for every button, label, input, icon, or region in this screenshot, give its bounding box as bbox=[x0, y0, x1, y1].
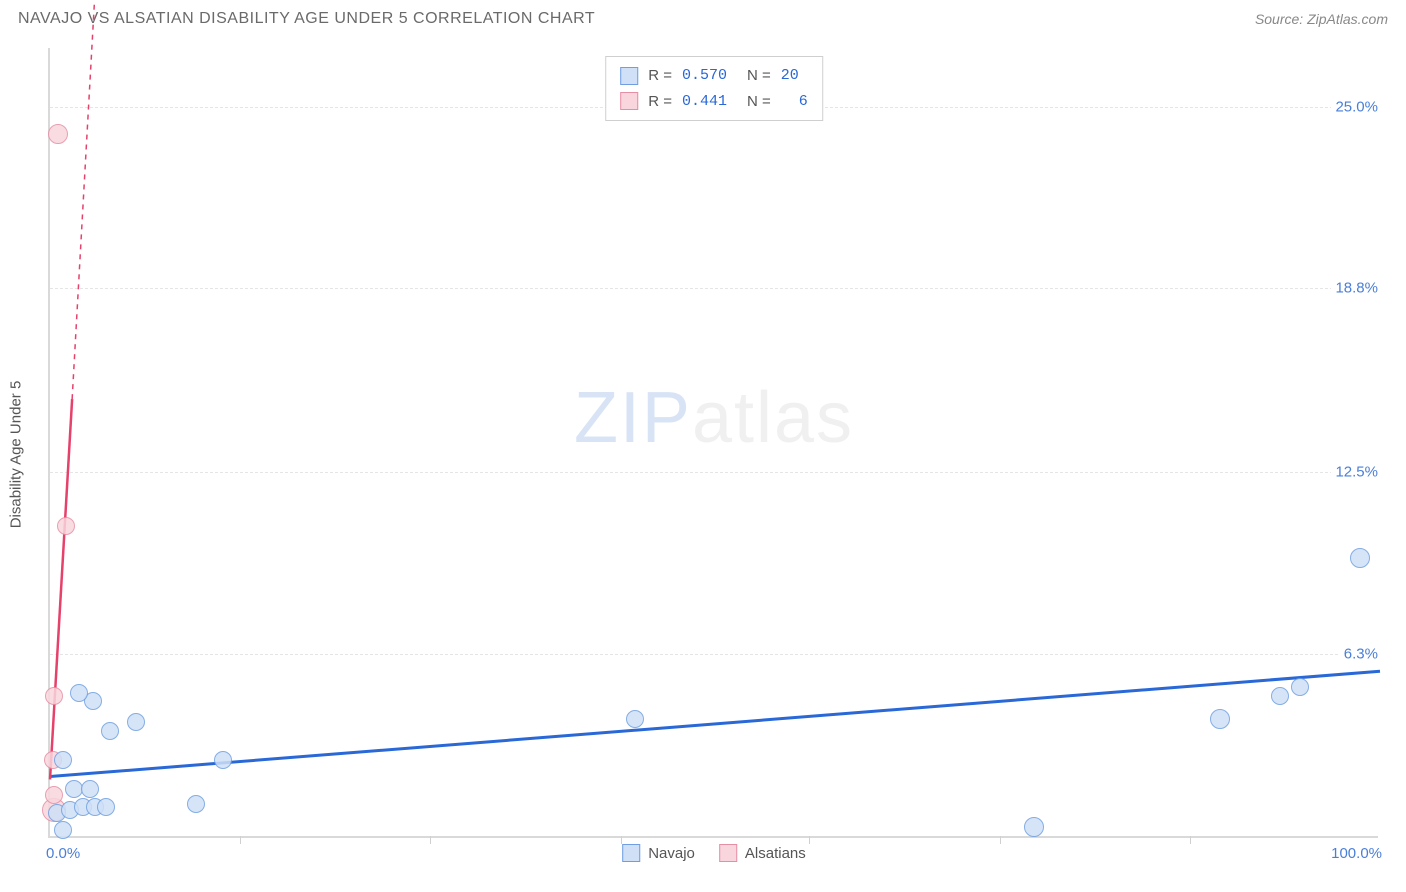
series-legend: Navajo Alsatians bbox=[622, 844, 806, 862]
watermark-zip: ZIP bbox=[574, 378, 692, 458]
trend-line-alsatian bbox=[50, 399, 72, 779]
scatter-point-navajo bbox=[626, 710, 644, 728]
scatter-point-navajo bbox=[1271, 687, 1289, 705]
legend-label: Alsatians bbox=[745, 845, 806, 862]
n-value: 20 bbox=[781, 63, 799, 89]
scatter-point-navajo bbox=[101, 722, 119, 740]
r-value: 0.441 bbox=[682, 89, 727, 115]
scatter-point-navajo bbox=[1210, 709, 1230, 729]
legend-label: Navajo bbox=[648, 845, 695, 862]
legend-swatch bbox=[622, 844, 640, 862]
legend-swatch bbox=[620, 67, 638, 85]
source-prefix: Source: bbox=[1255, 11, 1307, 27]
x-minor-tick bbox=[621, 836, 622, 844]
scatter-point-alsatian bbox=[45, 687, 63, 705]
scatter-point-navajo bbox=[54, 751, 72, 769]
correlation-legend-row: R = 0.570 N = 20 bbox=[620, 63, 808, 89]
scatter-point-navajo bbox=[1350, 548, 1370, 568]
correlation-legend: R = 0.570 N = 20 R = 0.441 N = 6 bbox=[605, 56, 823, 121]
trend-line-navajo bbox=[50, 671, 1380, 776]
r-value: 0.570 bbox=[682, 63, 727, 89]
x-minor-tick bbox=[430, 836, 431, 844]
series-legend-item: Alsatians bbox=[719, 844, 806, 862]
r-label: R = bbox=[648, 63, 672, 89]
scatter-point-alsatian bbox=[45, 786, 63, 804]
scatter-point-alsatian bbox=[57, 517, 75, 535]
correlation-legend-row: R = 0.441 N = 6 bbox=[620, 89, 808, 115]
watermark-atlas: atlas bbox=[692, 378, 854, 458]
scatter-point-navajo bbox=[127, 713, 145, 731]
scatter-point-navajo bbox=[70, 684, 88, 702]
y-tick-label: 18.8% bbox=[1331, 279, 1382, 296]
gridline bbox=[50, 654, 1378, 655]
legend-swatch bbox=[620, 92, 638, 110]
watermark: ZIPatlas bbox=[574, 377, 854, 459]
source-attribution: Source: ZipAtlas.com bbox=[1255, 11, 1388, 27]
x-tick-label-min: 0.0% bbox=[46, 845, 80, 862]
scatter-point-navajo bbox=[214, 751, 232, 769]
y-tick-label: 6.3% bbox=[1340, 645, 1382, 662]
n-label: N = bbox=[747, 63, 771, 89]
trend-lines bbox=[50, 48, 1378, 836]
scatter-point-navajo bbox=[81, 780, 99, 798]
source-name: ZipAtlas.com bbox=[1307, 11, 1388, 27]
gridline bbox=[50, 288, 1378, 289]
scatter-point-navajo bbox=[54, 821, 72, 839]
chart-title: NAVAJO VS ALSATIAN DISABILITY AGE UNDER … bbox=[18, 10, 595, 28]
y-tick-label: 25.0% bbox=[1331, 98, 1382, 115]
scatter-point-navajo bbox=[97, 798, 115, 816]
x-minor-tick bbox=[1000, 836, 1001, 844]
x-minor-tick bbox=[809, 836, 810, 844]
series-legend-item: Navajo bbox=[622, 844, 695, 862]
trend-line-alsatian-extended bbox=[72, 0, 116, 399]
x-tick-label-max: 100.0% bbox=[1331, 845, 1382, 862]
scatter-point-navajo bbox=[1291, 678, 1309, 696]
chart-plot-area: ZIPatlas 6.3%12.5%18.8%25.0% R =0.570N =… bbox=[48, 48, 1378, 838]
x-minor-tick bbox=[1190, 836, 1191, 844]
n-value: 6 bbox=[781, 89, 808, 115]
scatter-point-navajo bbox=[187, 795, 205, 813]
x-minor-tick bbox=[240, 836, 241, 844]
scatter-point-navajo bbox=[1024, 817, 1044, 837]
y-tick-label: 12.5% bbox=[1331, 464, 1382, 481]
n-label: N = bbox=[747, 89, 771, 115]
gridline bbox=[50, 472, 1378, 473]
y-axis-label: Disability Age Under 5 bbox=[8, 381, 25, 529]
scatter-point-alsatian bbox=[48, 124, 68, 144]
legend-swatch bbox=[719, 844, 737, 862]
header: NAVAJO VS ALSATIAN DISABILITY AGE UNDER … bbox=[0, 0, 1406, 36]
r-label: R = bbox=[648, 89, 672, 115]
